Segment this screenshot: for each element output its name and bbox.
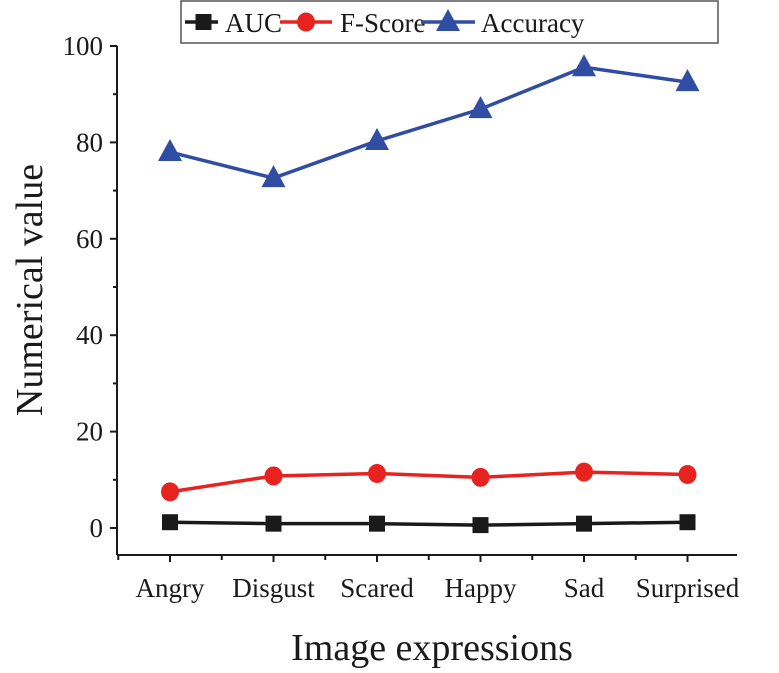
triangle-marker (468, 96, 493, 119)
square-marker (195, 14, 212, 30)
y-tick-label: 60 (76, 224, 103, 254)
square-marker (679, 514, 696, 531)
legend-label: AUC (225, 8, 282, 38)
y-axis-title: Numerical value (9, 164, 51, 416)
square-marker (472, 517, 489, 534)
legend: AUC F-Score Accuracy (180, 0, 719, 44)
x-tick-label: Disgust (232, 573, 315, 603)
triangle-marker (572, 54, 596, 77)
series-line (169, 520, 688, 527)
circle-marker (575, 462, 593, 482)
circle-marker (161, 482, 179, 502)
x-tick-label: Sad (564, 573, 605, 603)
square-marker (369, 515, 385, 532)
x-tick-label: Happy (445, 573, 517, 603)
circle-marker (264, 466, 283, 486)
triangle-marker (261, 165, 286, 188)
triangle-marker (675, 69, 700, 92)
y-tick-label: 80 (76, 127, 103, 157)
triangle-marker (158, 139, 182, 162)
square-marker (576, 515, 592, 532)
circle-marker (471, 467, 490, 487)
x-tick-label: Surprised (636, 573, 740, 603)
data-series (158, 54, 700, 534)
x-tick-label: Angry (136, 573, 205, 603)
square-marker (162, 514, 178, 531)
x-axis-title: Image expressions (291, 627, 573, 669)
y-tick-label: 0 (90, 513, 104, 543)
series-line (169, 65, 688, 180)
triangle-marker (436, 9, 460, 31)
x-tick-label: Scared (340, 573, 414, 603)
circle-marker (368, 464, 386, 484)
legend-item-accuracy: Accuracy (421, 8, 585, 38)
series-line (169, 470, 688, 494)
series-accuracy (158, 54, 700, 188)
legend-label: Accuracy (481, 8, 585, 38)
square-marker (265, 515, 282, 532)
y-tick-label: 20 (76, 417, 103, 447)
axes: 0 20 40 60 80 100 Angry Disgust Scared Happy Sad Su… (63, 31, 740, 603)
y-tick-label: 100 (63, 31, 104, 61)
circle-marker (297, 12, 315, 32)
series-auc (162, 514, 696, 534)
series-f-score (161, 462, 697, 502)
circle-marker (678, 464, 697, 484)
y-tick-label: 40 (76, 320, 103, 350)
triangle-marker (365, 127, 389, 150)
legend-item-auc: AUC (185, 8, 282, 38)
legend-item-f-score: F-Score (280, 8, 425, 38)
legend-label: F-Score (340, 8, 425, 38)
